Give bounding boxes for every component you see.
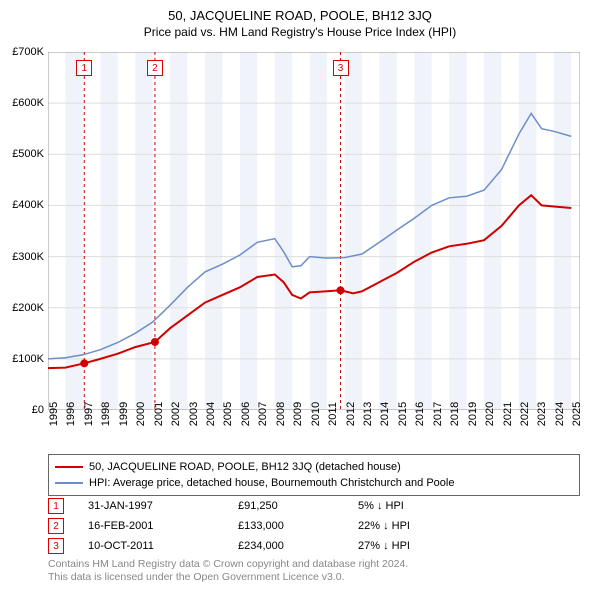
y-tick-label: £600K — [12, 97, 44, 109]
x-tick-label: 2014 — [379, 402, 391, 426]
chart-container: 50, JACQUELINE ROAD, POOLE, BH12 3JQ Pri… — [0, 0, 600, 590]
sale-diff: 22% ↓ HPI — [358, 520, 508, 532]
sale-marker-icon: 3 — [48, 538, 64, 554]
y-tick-label: £400K — [12, 199, 44, 211]
x-tick-label: 2017 — [432, 402, 444, 426]
x-tick-label: 2013 — [362, 402, 374, 426]
x-tick-label: 2000 — [135, 402, 147, 426]
sales-table: 1 31-JAN-1997 £91,250 5% ↓ HPI 2 16-FEB-… — [48, 496, 580, 556]
x-tick-label: 2011 — [327, 402, 339, 426]
sale-callout-box: 2 — [147, 60, 163, 76]
chart-subtitle: Price paid vs. HM Land Registry's House … — [0, 25, 600, 39]
sales-row: 1 31-JAN-1997 £91,250 5% ↓ HPI — [48, 496, 580, 516]
attribution-line: Contains HM Land Registry data © Crown c… — [48, 558, 408, 571]
y-tick-label: £500K — [12, 148, 44, 160]
x-tick-label: 2023 — [536, 402, 548, 426]
y-tick-label: £700K — [12, 46, 44, 58]
sale-marker-icon: 2 — [48, 518, 64, 534]
x-tick-label: 2025 — [571, 402, 583, 426]
sale-date: 31-JAN-1997 — [88, 500, 238, 512]
x-tick-label: 1995 — [48, 402, 60, 426]
x-tick-label: 1997 — [83, 402, 95, 426]
x-tick-label: 2021 — [502, 402, 514, 426]
x-tick-label: 2022 — [519, 402, 531, 426]
x-tick-label: 2015 — [397, 402, 409, 426]
legend-swatch — [55, 466, 83, 468]
x-tick-label: 1999 — [118, 402, 130, 426]
sale-price: £234,000 — [238, 540, 358, 552]
sales-row: 3 10-OCT-2011 £234,000 27% ↓ HPI — [48, 536, 580, 556]
attribution-text: Contains HM Land Registry data © Crown c… — [48, 558, 408, 584]
x-tick-label: 2006 — [240, 402, 252, 426]
y-tick-label: £0 — [32, 404, 44, 416]
x-tick-label: 2020 — [484, 402, 496, 426]
x-tick-label: 2019 — [467, 402, 479, 426]
legend-label: 50, JACQUELINE ROAD, POOLE, BH12 3JQ (de… — [89, 459, 401, 475]
x-tick-label: 2003 — [188, 402, 200, 426]
sale-diff: 27% ↓ HPI — [358, 540, 508, 552]
legend-item: HPI: Average price, detached house, Bour… — [55, 475, 573, 491]
x-tick-label: 2008 — [275, 402, 287, 426]
x-tick-label: 2009 — [292, 402, 304, 426]
legend-label: HPI: Average price, detached house, Bour… — [89, 475, 454, 491]
sale-marker-icon: 1 — [48, 498, 64, 514]
x-tick-label: 2024 — [554, 402, 566, 426]
x-tick-label: 1998 — [100, 402, 112, 426]
y-tick-label: £200K — [12, 302, 44, 314]
x-tick-label: 2007 — [257, 402, 269, 426]
legend-box: 50, JACQUELINE ROAD, POOLE, BH12 3JQ (de… — [48, 454, 580, 496]
sale-price: £91,250 — [238, 500, 358, 512]
y-tick-label: £100K — [12, 353, 44, 365]
sale-date: 10-OCT-2011 — [88, 540, 238, 552]
y-tick-label: £300K — [12, 251, 44, 263]
sale-callout-box: 3 — [333, 60, 349, 76]
chart-svg — [48, 52, 580, 410]
x-tick-label: 2005 — [222, 402, 234, 426]
x-tick-label: 2002 — [170, 402, 182, 426]
x-tick-label: 2010 — [310, 402, 322, 426]
x-tick-label: 2012 — [345, 402, 357, 426]
legend-item: 50, JACQUELINE ROAD, POOLE, BH12 3JQ (de… — [55, 459, 573, 475]
x-tick-label: 2004 — [205, 402, 217, 426]
x-tick-label: 2001 — [153, 402, 165, 426]
chart-title: 50, JACQUELINE ROAD, POOLE, BH12 3JQ — [0, 0, 600, 23]
legend-swatch — [55, 482, 83, 484]
x-tick-label: 1996 — [65, 402, 77, 426]
x-tick-label: 2016 — [414, 402, 426, 426]
sale-callout-box: 1 — [76, 60, 92, 76]
chart-plot-area: £0£100K£200K£300K£400K£500K£600K£700K199… — [48, 52, 580, 410]
x-tick-label: 2018 — [449, 402, 461, 426]
sale-price: £133,000 — [238, 520, 358, 532]
sale-date: 16-FEB-2001 — [88, 520, 238, 532]
attribution-line: This data is licensed under the Open Gov… — [48, 571, 408, 584]
sale-diff: 5% ↓ HPI — [358, 500, 508, 512]
sales-row: 2 16-FEB-2001 £133,000 22% ↓ HPI — [48, 516, 580, 536]
